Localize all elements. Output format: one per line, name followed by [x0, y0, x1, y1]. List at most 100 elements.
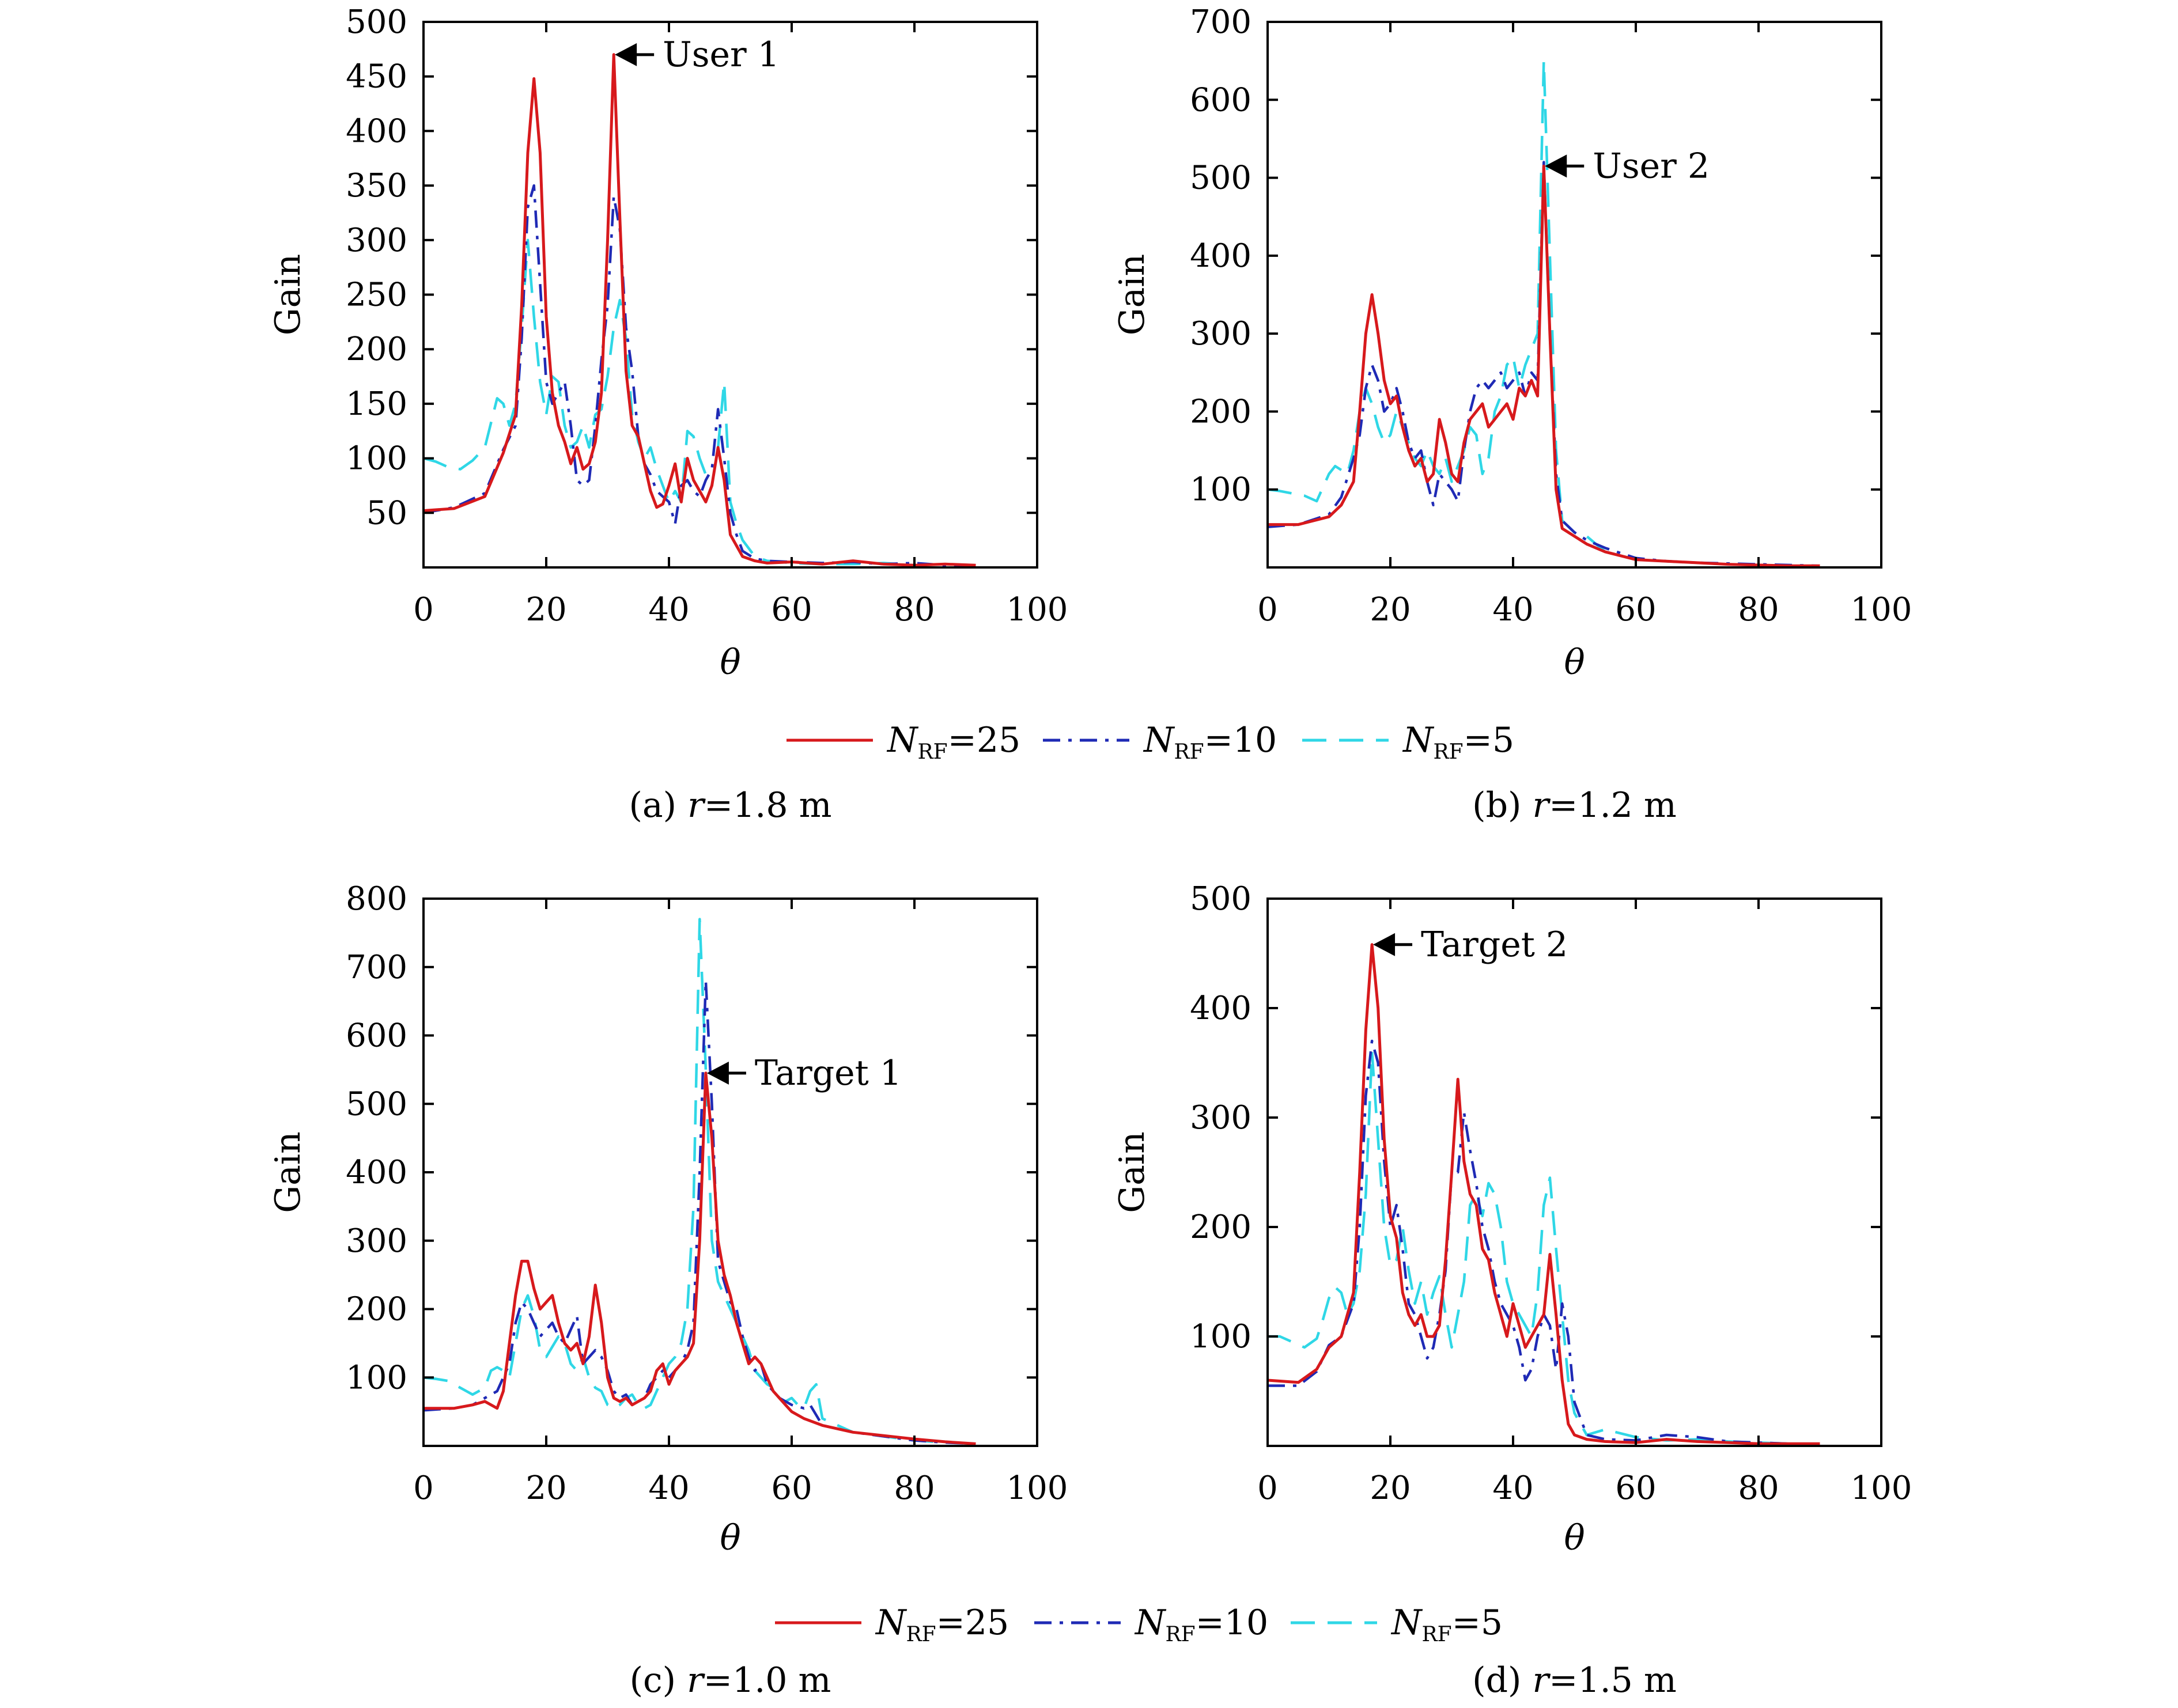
y-axis-label: Gain — [268, 254, 308, 336]
legend-top: NRF=25 NRF=10 NRF=5 — [786, 720, 1514, 764]
series-group — [423, 53, 976, 567]
y-axis-label: Gain — [1112, 1131, 1152, 1213]
panel-b: 100 200 300 400 500 600 700 0 20 40 60 80 100 θ Gain Us… — [1112, 3, 1912, 825]
plot-frame — [422, 897, 1038, 1447]
x-tick-label: 40 — [1492, 1470, 1533, 1507]
x-tick-label: 80 — [1738, 591, 1779, 628]
series-line-nrf-10 — [423, 184, 976, 567]
series-group — [1268, 59, 1820, 567]
legend-label: NRF=25 — [886, 720, 1020, 764]
x-tick-label: 100 — [1851, 591, 1912, 628]
x-tick-label: 80 — [894, 1470, 935, 1507]
annotation-arrow-head — [615, 43, 637, 66]
y-tick-label: 400 — [346, 112, 407, 150]
x-tick-label: 40 — [1492, 591, 1533, 628]
plot-frame — [422, 21, 1038, 569]
panel-caption: (d) r=1.5 m — [1472, 1660, 1677, 1701]
series-line-nrf-10 — [1268, 161, 1820, 567]
y-tick-label: 800 — [346, 880, 407, 918]
x-tick-label: 20 — [525, 1470, 566, 1507]
annotation-label: Target 2 — [1421, 925, 1568, 965]
y-tick-label: 600 — [346, 1017, 407, 1055]
y-tick-label: 250 — [346, 277, 407, 314]
y-tick-label: 300 — [346, 222, 407, 259]
x-tick-label: 80 — [1738, 1470, 1779, 1507]
y-tick-label: 400 — [1190, 990, 1251, 1027]
series-line-nrf-25 — [423, 1071, 976, 1445]
y-tick-label: 500 — [1190, 880, 1251, 918]
y-tick-label: 300 — [346, 1222, 407, 1260]
series-line-nrf-25 — [1268, 164, 1820, 567]
panel-caption: (a) r=1.8 m — [629, 785, 831, 825]
annotation-label: User 2 — [1593, 146, 1710, 186]
x-tick-label: 80 — [894, 591, 935, 628]
annotation-arrow-head — [706, 1061, 729, 1085]
y-tick-label: 600 — [1190, 81, 1251, 119]
x-tick-label: 40 — [648, 1470, 689, 1507]
series-line-nrf-25 — [423, 53, 976, 567]
x-axis-label: θ — [1564, 1518, 1585, 1558]
x-axis-label: θ — [720, 1518, 740, 1558]
series-group — [423, 918, 976, 1445]
x-tick-label: 20 — [525, 591, 566, 628]
panel-caption: (b) r=1.2 m — [1472, 785, 1677, 825]
annotation-arrow-head — [1545, 154, 1567, 178]
legend-label: NRF=25 — [875, 1603, 1009, 1646]
y-tick-label: 100 — [346, 440, 407, 478]
y-tick-label: 700 — [1190, 3, 1251, 41]
y-axis-label: Gain — [1112, 254, 1152, 336]
y-tick-label: 500 — [1190, 160, 1251, 197]
annotation-label: Target 1 — [755, 1053, 902, 1093]
y-tick-label: 450 — [346, 58, 407, 96]
y-tick-label: 200 — [346, 1291, 407, 1328]
legend-label: NRF=5 — [1402, 720, 1514, 764]
panel-d: 100 200 300 400 500 0 20 40 60 80 100 θ Gain Target 2… — [1112, 880, 1912, 1701]
x-tick-label: 60 — [1615, 1470, 1656, 1507]
y-tick-label: 500 — [346, 1085, 407, 1123]
x-tick-label: 0 — [413, 1470, 434, 1507]
annotation-label: User 1 — [663, 35, 780, 75]
x-axis-label: θ — [720, 642, 740, 683]
legend-bottom: NRF=25 NRF=10 NRF=5 — [775, 1603, 1503, 1646]
plot-frame — [1266, 21, 1882, 569]
legend-label: NRF=10 — [1134, 1603, 1268, 1646]
y-tick-label: 200 — [346, 331, 407, 368]
legend-label: NRF=10 — [1143, 720, 1277, 764]
panel-c: 100 200 300 400 500 600 700 800 0 20 40 60 80 100 θ Gai… — [268, 880, 1068, 1701]
x-tick-label: 0 — [1257, 1470, 1278, 1507]
x-tick-label: 20 — [1370, 1470, 1411, 1507]
y-axis-label: Gain — [268, 1131, 308, 1213]
y-tick-label: 200 — [1190, 1209, 1251, 1246]
x-tick-label: 100 — [1007, 591, 1068, 628]
series-line-nrf-25 — [1268, 943, 1820, 1445]
y-tick-label: 300 — [1190, 1099, 1251, 1137]
panel-caption: (c) r=1.0 m — [630, 1660, 831, 1701]
x-tick-label: 100 — [1007, 1470, 1068, 1507]
plot-frame — [1266, 897, 1882, 1447]
y-tick-label: 500 — [346, 3, 407, 41]
x-tick-label: 40 — [648, 591, 689, 628]
x-tick-label: 0 — [413, 591, 434, 628]
x-tick-label: 60 — [771, 591, 812, 628]
y-tick-label: 50 — [366, 494, 407, 532]
series-line-nrf-5 — [1268, 1050, 1820, 1445]
x-tick-label: 60 — [1615, 591, 1656, 628]
y-tick-label: 700 — [346, 949, 407, 986]
y-tick-label: 200 — [1190, 393, 1251, 430]
series-group — [1268, 943, 1820, 1445]
y-tick-label: 350 — [346, 167, 407, 204]
y-tick-label: 100 — [1190, 471, 1251, 509]
series-line-nrf-10 — [1268, 1039, 1820, 1445]
y-tick-label: 400 — [346, 1154, 407, 1191]
panel-a: 50 100 150 200 250 300 350 400 450 500 0 20 40 60 80 10… — [268, 3, 1068, 825]
y-tick-label: 100 — [1190, 1318, 1251, 1355]
y-tick-label: 400 — [1190, 237, 1251, 275]
y-tick-label: 150 — [346, 385, 407, 423]
x-axis-label: θ — [1564, 642, 1585, 683]
y-tick-label: 100 — [346, 1359, 407, 1396]
x-tick-label: 20 — [1370, 591, 1411, 628]
y-tick-label: 300 — [1190, 315, 1251, 353]
x-tick-label: 100 — [1851, 1470, 1912, 1507]
annotation-arrow-head — [1373, 933, 1396, 956]
